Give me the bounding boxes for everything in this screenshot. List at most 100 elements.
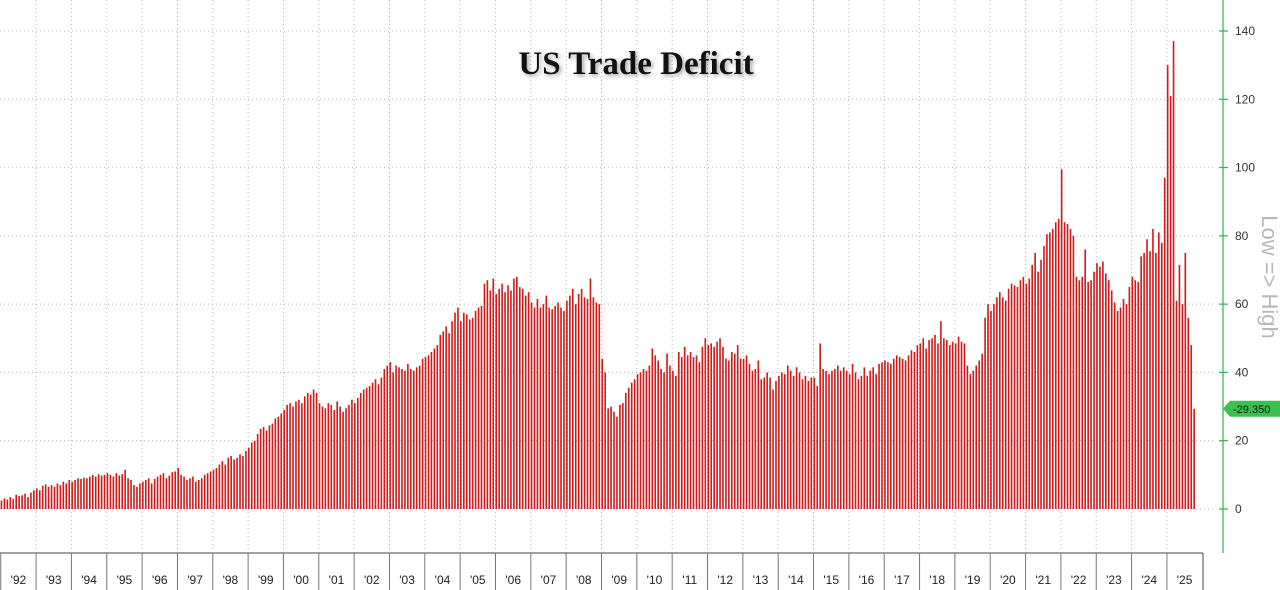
bar (233, 459, 235, 509)
bar (345, 408, 347, 509)
x-tick-label: '20 (1000, 573, 1016, 587)
bar (760, 379, 763, 509)
bar (863, 367, 866, 509)
bar (845, 370, 848, 509)
bar (1160, 242, 1163, 509)
bar (359, 392, 362, 509)
x-tick-label: '12 (717, 573, 733, 587)
bar (680, 357, 683, 509)
bar (624, 392, 627, 509)
bar (1040, 259, 1042, 509)
bar (916, 345, 919, 509)
bar (998, 292, 1001, 509)
bar (630, 382, 633, 509)
bar (1004, 300, 1007, 509)
bar (677, 351, 680, 509)
x-tick-label: '95 (117, 573, 133, 587)
bar (839, 370, 842, 509)
bar (1102, 261, 1104, 509)
bar (77, 478, 79, 509)
bar (948, 345, 951, 509)
y-tick-label: 0 (1235, 502, 1242, 516)
bar (203, 474, 206, 509)
bar (427, 355, 430, 509)
bar (86, 478, 88, 509)
bar (221, 461, 224, 509)
bar (524, 295, 527, 509)
bar (595, 302, 598, 509)
bar (374, 379, 377, 509)
bar (215, 468, 218, 509)
bar (421, 358, 424, 509)
bar (633, 379, 636, 509)
bar (410, 369, 412, 509)
bar (786, 365, 789, 509)
bar (892, 358, 895, 509)
bar (424, 357, 427, 509)
bar (259, 428, 262, 509)
x-tick-label: '25 (1177, 573, 1193, 587)
bar (56, 483, 59, 509)
bar (1093, 271, 1095, 509)
bar (36, 488, 38, 509)
bar (657, 360, 659, 509)
bar (1019, 280, 1022, 509)
bar (292, 406, 294, 509)
bar (97, 474, 100, 509)
bar (106, 473, 109, 509)
bar (439, 334, 442, 509)
y-tick-label: 80 (1235, 229, 1249, 243)
bar (954, 343, 957, 509)
bar (642, 369, 645, 509)
bar (757, 360, 760, 509)
bar (978, 360, 980, 509)
bar (392, 372, 394, 509)
bar (1049, 232, 1051, 509)
bar (289, 403, 291, 509)
bar (492, 278, 495, 509)
bar (801, 379, 804, 509)
bar (996, 297, 998, 509)
bar (648, 365, 651, 509)
bar (993, 304, 995, 509)
bar (209, 471, 212, 509)
bar (165, 478, 168, 509)
bar (1057, 218, 1060, 510)
bar (739, 358, 742, 509)
bar (875, 374, 877, 509)
bar (919, 343, 922, 509)
bar (748, 363, 751, 509)
x-tick-label: '94 (81, 573, 97, 587)
y-axis: 0 20 40 60 80 100 120 140 -29.350 (1219, 0, 1280, 553)
bar (94, 476, 97, 509)
bar (256, 433, 259, 509)
bar (486, 280, 489, 509)
bar (471, 317, 474, 509)
bar (778, 375, 780, 509)
bar (689, 351, 692, 509)
bar (436, 345, 439, 509)
bar (1001, 297, 1004, 509)
bar (333, 409, 336, 509)
bar (330, 404, 333, 509)
bar (9, 497, 12, 509)
bar (937, 343, 939, 509)
bar (507, 285, 509, 509)
bar (1125, 304, 1128, 509)
bar (851, 363, 854, 509)
bar (1134, 280, 1137, 509)
bar (454, 312, 456, 509)
bar (922, 338, 925, 509)
bar (174, 471, 177, 509)
bar (928, 339, 930, 509)
x-tick-label: '13 (753, 573, 769, 587)
bar (109, 474, 112, 509)
bar (495, 293, 498, 509)
bar (884, 360, 886, 509)
bar (236, 457, 238, 509)
bar (866, 375, 869, 509)
bar (339, 406, 341, 509)
bar (442, 331, 445, 509)
bar (212, 469, 215, 509)
